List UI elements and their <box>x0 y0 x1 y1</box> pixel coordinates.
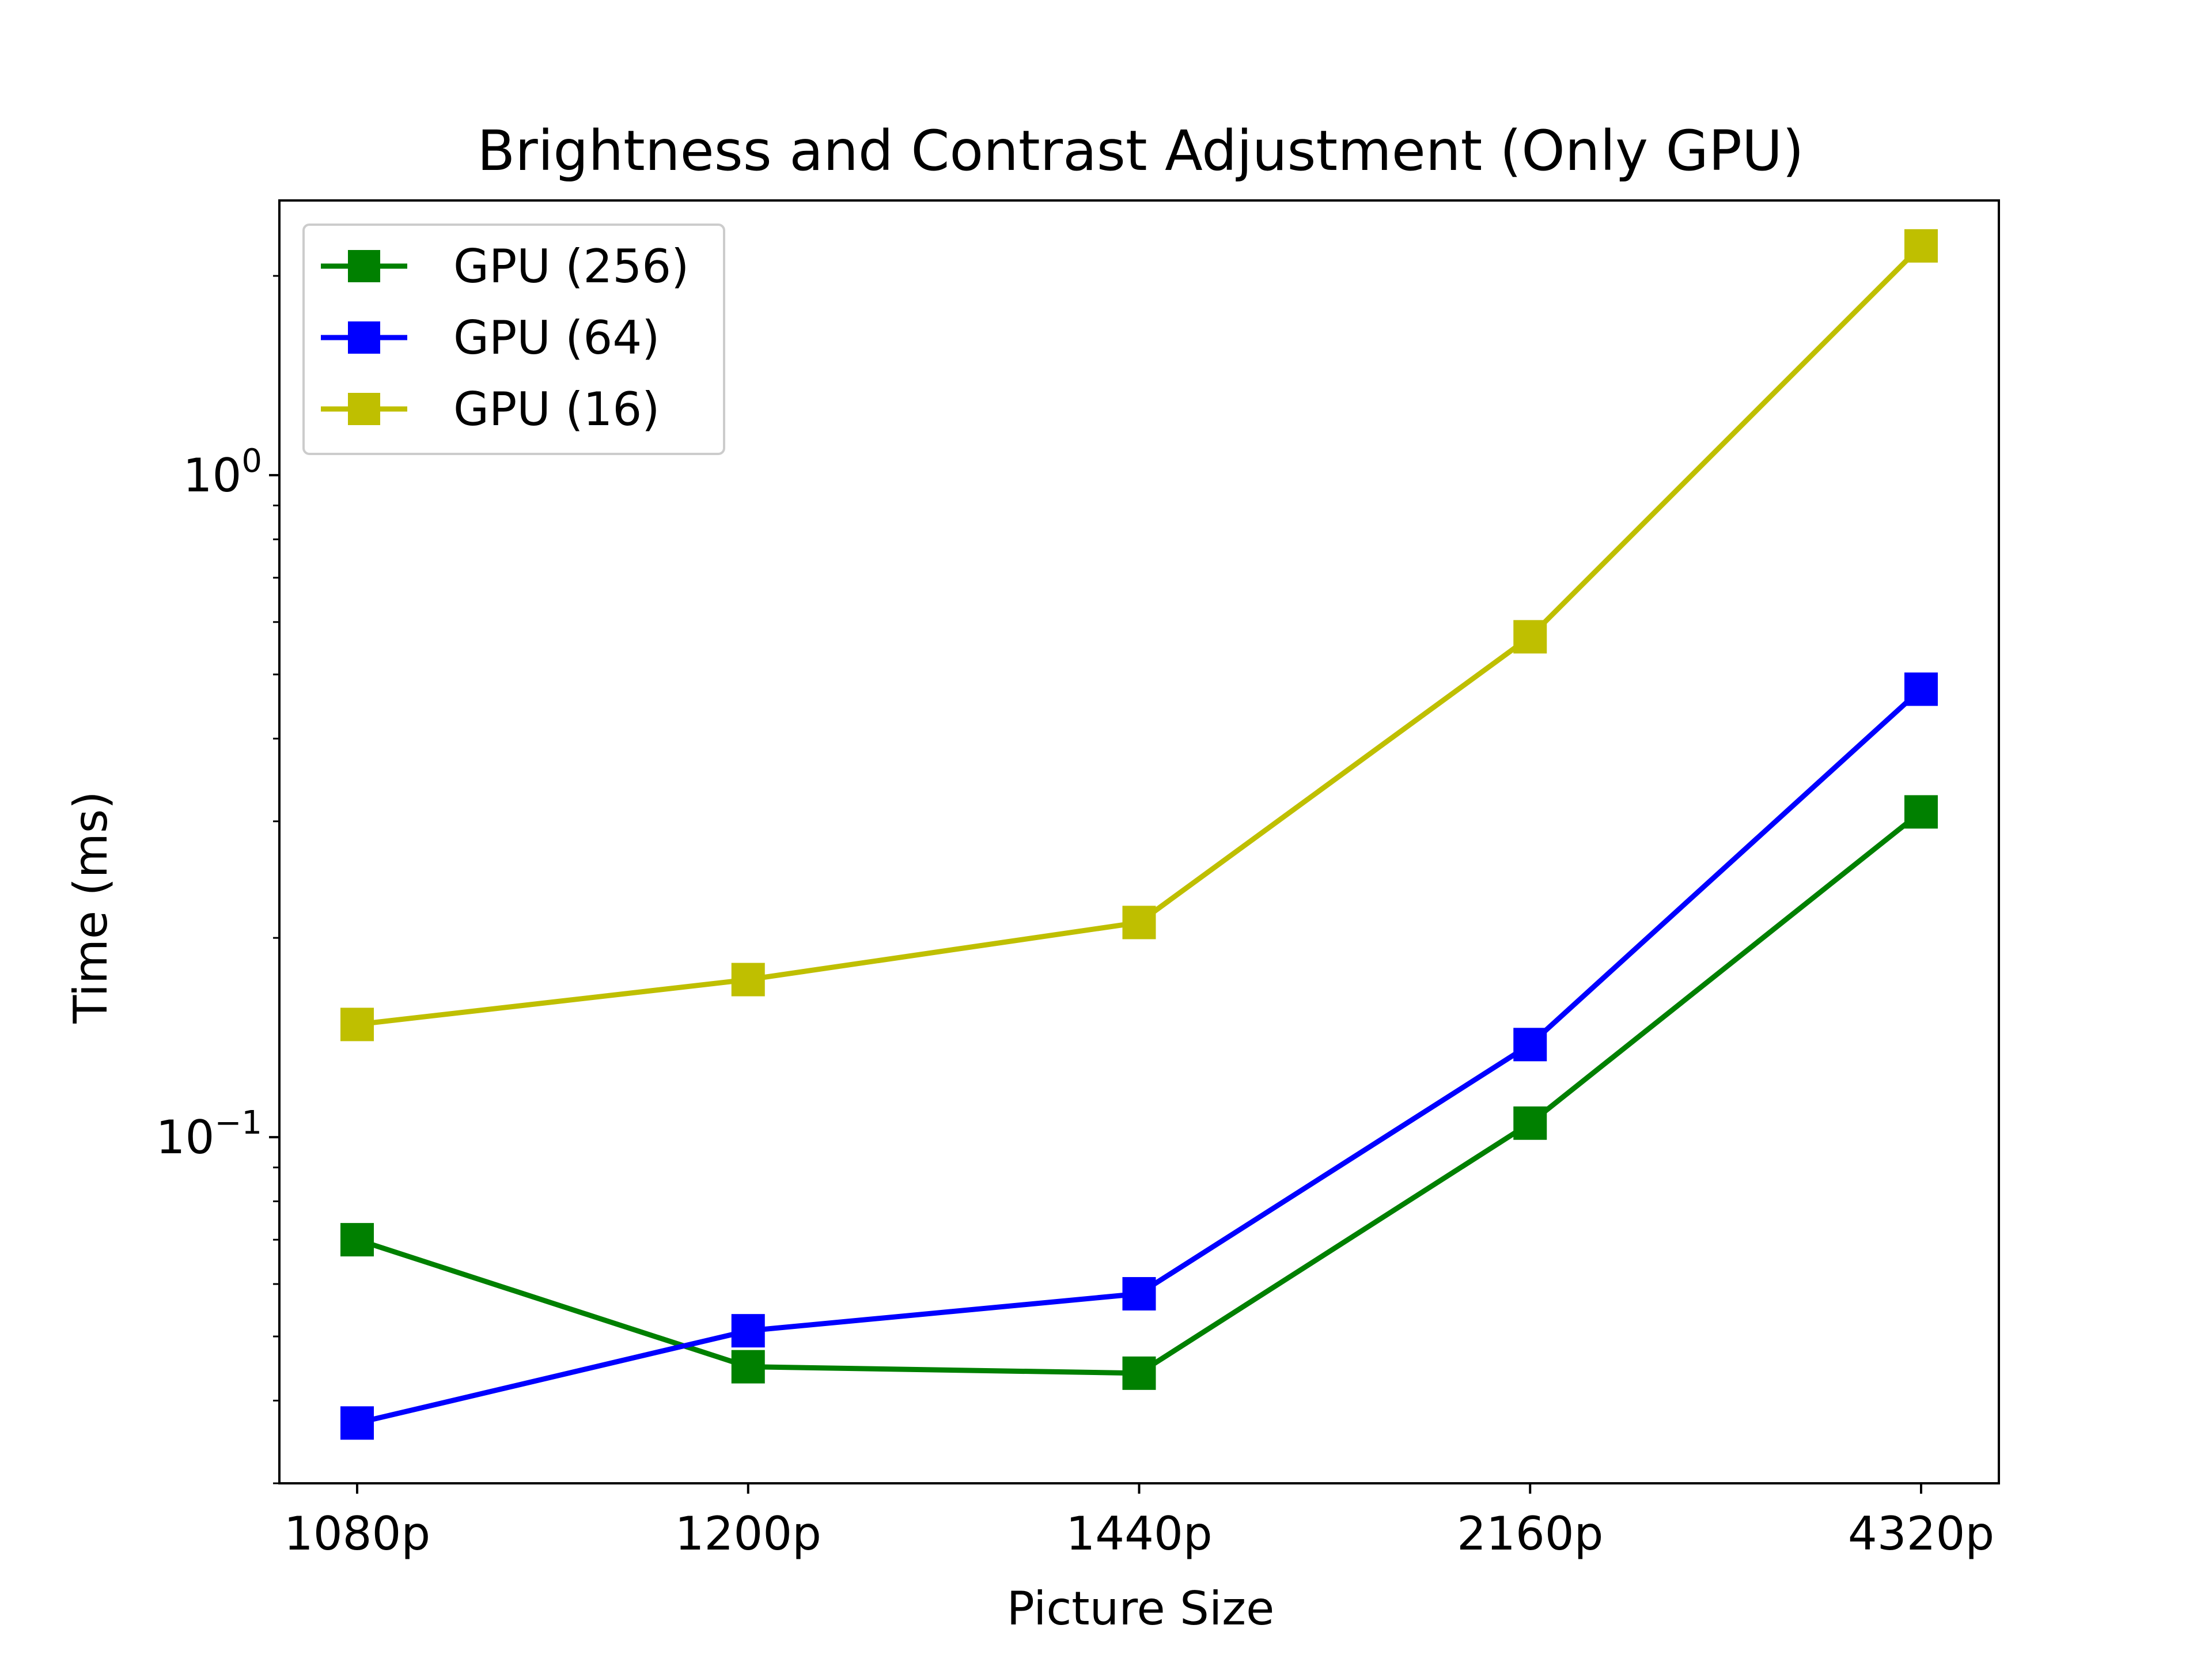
data-point-2-2 <box>1122 906 1156 940</box>
data-point-2-1 <box>731 963 765 997</box>
x-tick-label-1440p: 1440p <box>1066 1507 1212 1560</box>
x-tick-label-1080p: 1080p <box>284 1507 430 1560</box>
plot-area: 1080p 1200p 1440p 2160p 4320p 100 10−1 GPU (256… <box>156 199 2000 1560</box>
legend-label-1: GPU (64) <box>453 311 660 365</box>
legend-box <box>302 224 725 455</box>
legend-marker-2 <box>348 393 380 425</box>
x-tick-label-1200p: 1200p <box>675 1507 821 1560</box>
data-point-2-3 <box>1513 620 1547 654</box>
data-point-2-4 <box>1904 229 1938 263</box>
data-point-0-3 <box>1513 1106 1547 1140</box>
legend-label-0: GPU (256) <box>453 240 689 293</box>
data-point-1-3 <box>1513 1028 1547 1062</box>
legend-marker-1 <box>348 321 380 354</box>
legend-label-2: GPU (16) <box>453 382 660 436</box>
x-tick-label-4320p: 4320p <box>1848 1507 1994 1560</box>
x-tick-label-2160p: 2160p <box>1457 1507 1603 1560</box>
data-point-1-4 <box>1904 672 1938 706</box>
data-point-1-1 <box>731 1314 765 1348</box>
data-point-0-1 <box>731 1350 765 1384</box>
legend-marker-0 <box>348 250 380 282</box>
data-point-0-2 <box>1122 1356 1156 1390</box>
y-axis-label: Time (ms) <box>64 791 118 1024</box>
series-line-1 <box>356 687 1923 1426</box>
x-axis-label: Picture Size <box>1007 1582 1275 1635</box>
data-point-0-0 <box>340 1223 374 1257</box>
data-point-2-0 <box>340 1007 374 1041</box>
y-tick-label-0: 100 <box>183 442 262 502</box>
chart-title: Brightness and Contrast Adjustment (Only… <box>477 119 1804 183</box>
data-point-0-4 <box>1904 795 1938 829</box>
y-tick-label-1: 10−1 <box>156 1104 262 1164</box>
data-point-1-0 <box>340 1406 374 1440</box>
data-point-1-2 <box>1122 1277 1156 1310</box>
